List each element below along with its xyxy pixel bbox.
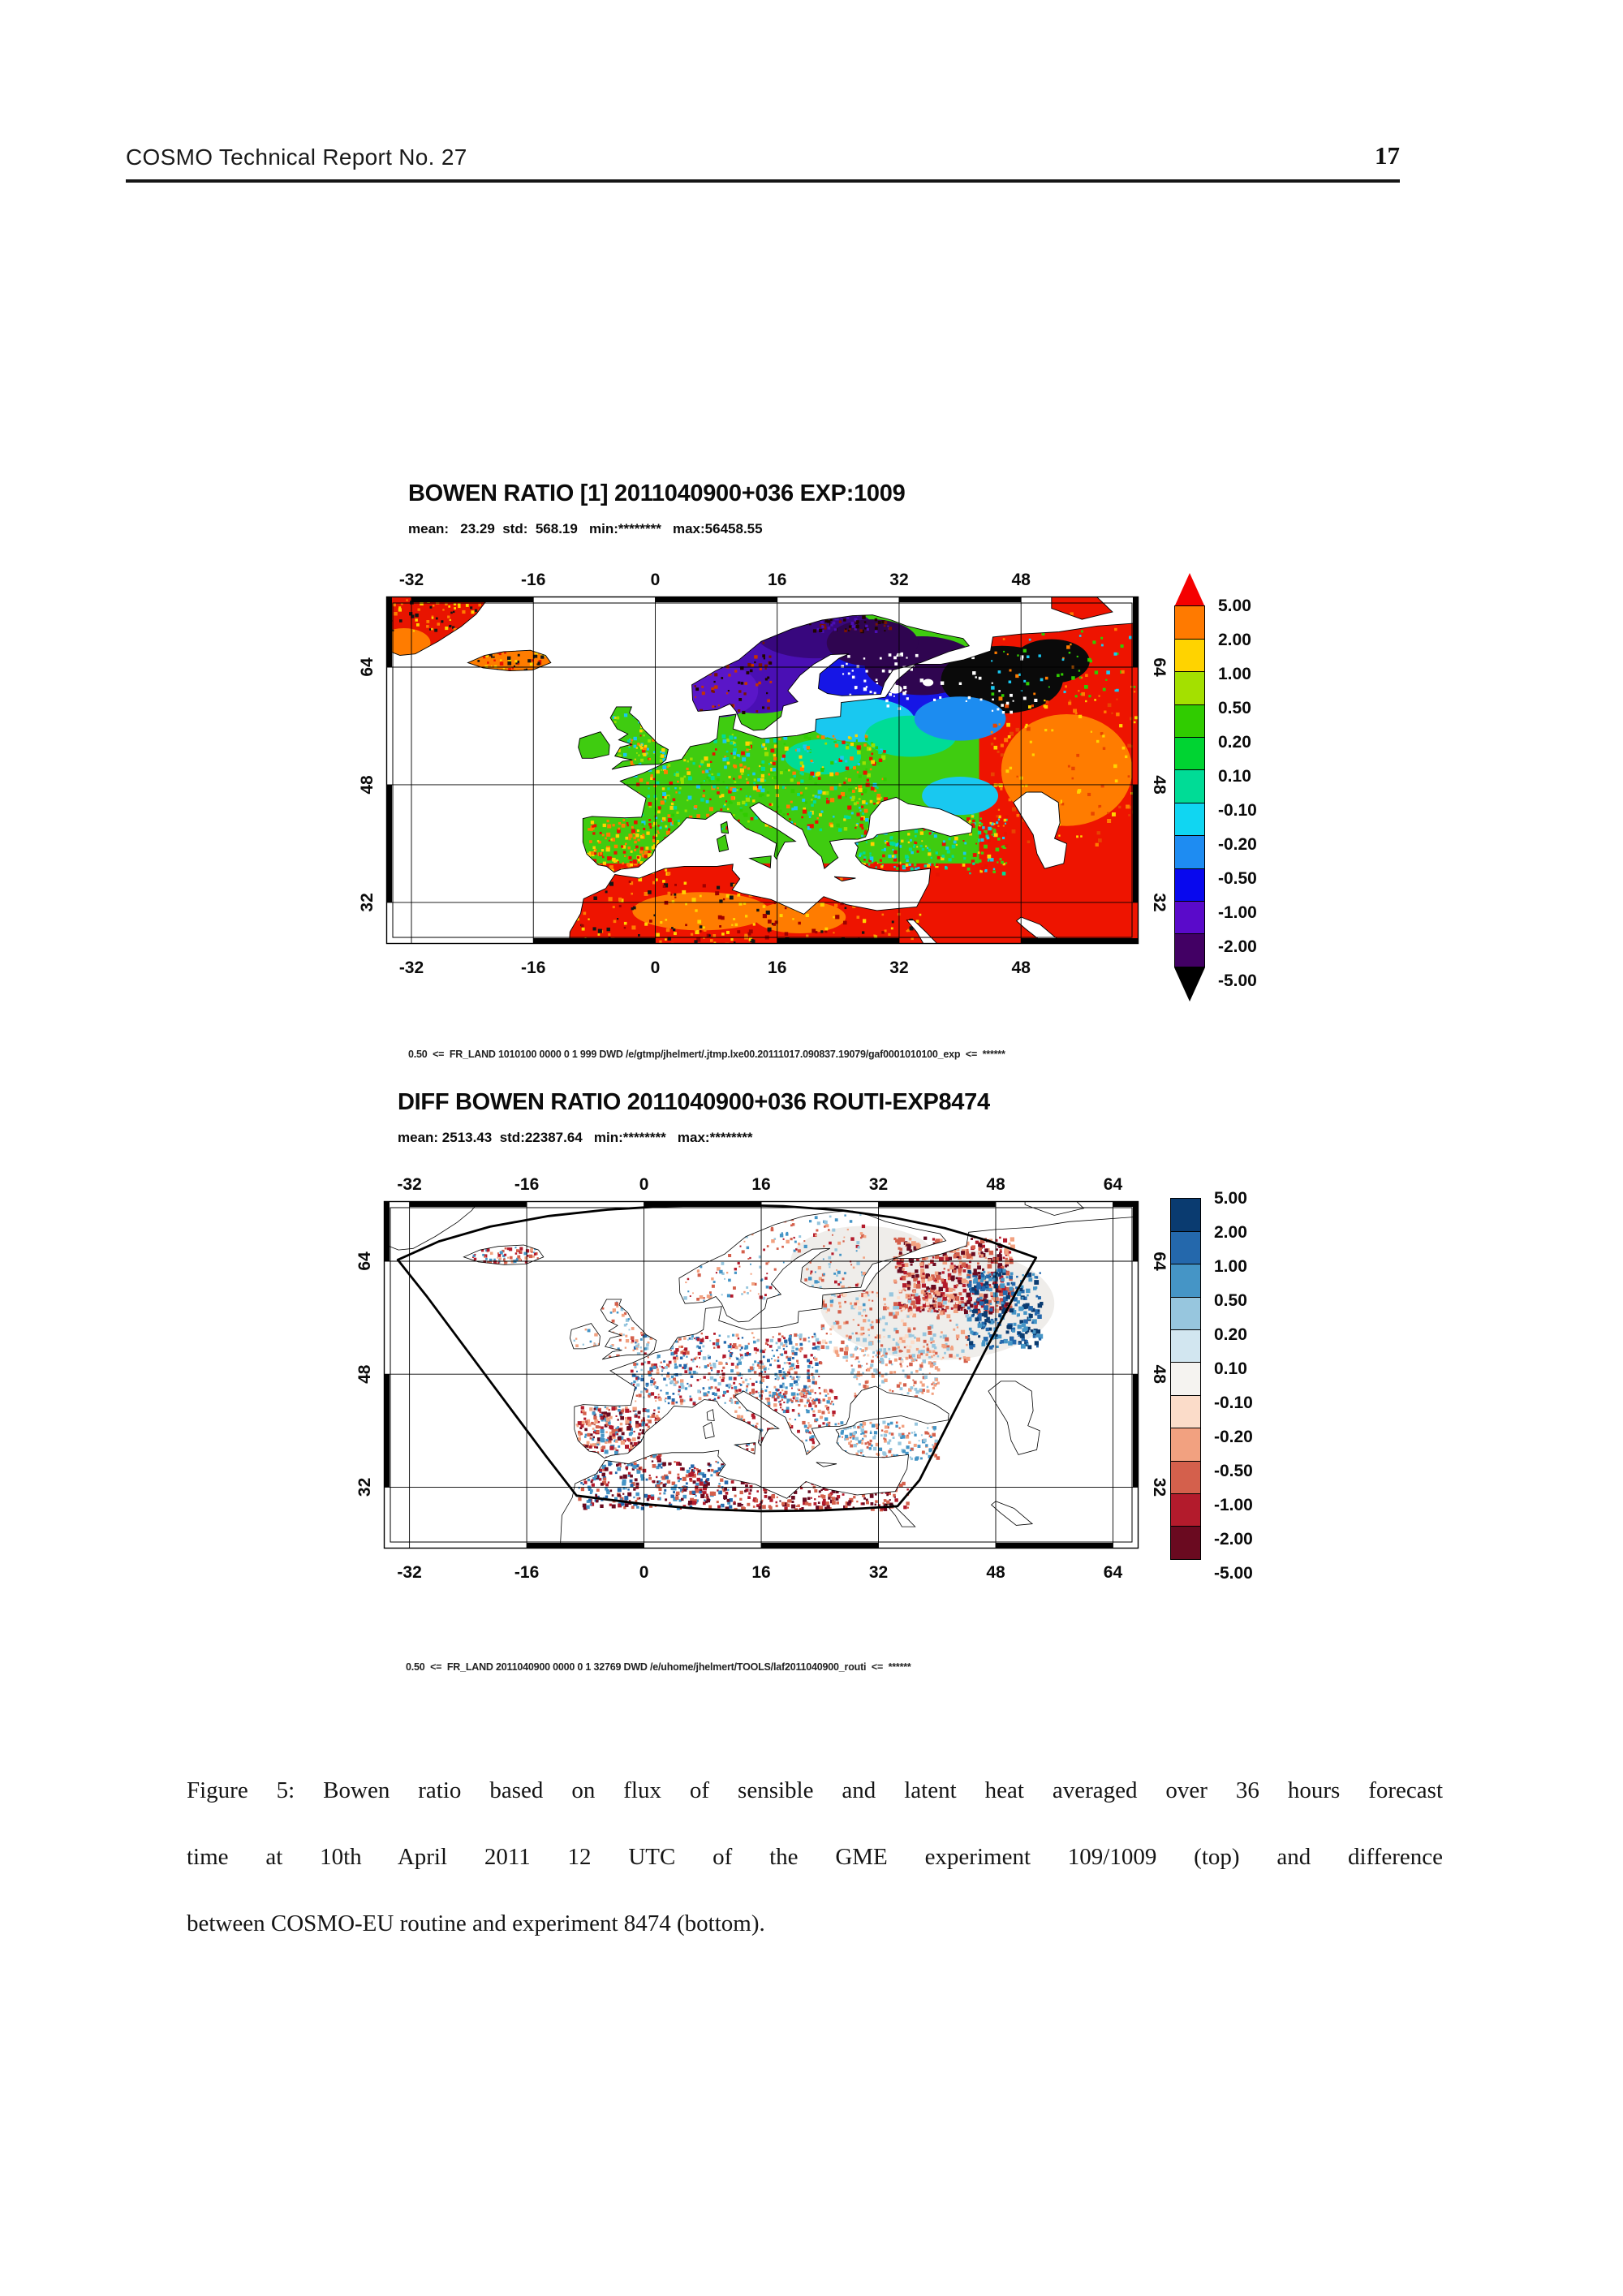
colorbar-label: -2.00 (1218, 937, 1257, 956)
svg-text:0: 0 (651, 958, 661, 977)
colorbar-label: 2.00 (1218, 631, 1251, 649)
colorbar-label: -1.00 (1218, 903, 1257, 922)
map1-stats: mean: 23.29 std: 568.19 min:******** max… (408, 521, 763, 536)
map2-colorbar: 5.00 2.00 1.00 0.50 0.20 0.10 -0.10 -0.20 -0.50 -… (1170, 1189, 1349, 1583)
colorbar-label: -1.00 (1214, 1496, 1253, 1514)
colorbar-block (1174, 638, 1205, 673)
svg-text:16: 16 (768, 571, 786, 589)
svg-text:48: 48 (1150, 775, 1169, 795)
colorbar-label: -5.00 (1218, 971, 1257, 990)
map1-figure: -32 -32 -16 -16 0 0 16 16 32 32 48 48 64 64 48 48 32 32 (354, 560, 1173, 986)
colorbar-label: -0.10 (1214, 1394, 1253, 1412)
svg-text:16: 16 (768, 958, 786, 977)
colorbar-label: -5.00 (1214, 1564, 1253, 1583)
colorbar-block (1170, 1428, 1201, 1462)
colorbar-label: -2.00 (1214, 1530, 1253, 1549)
caption-line-1: Figure 5: Bowen ratio based on flux of s… (187, 1777, 1443, 1803)
colorbar-block (1170, 1329, 1201, 1364)
colorbar-block (1170, 1526, 1201, 1561)
colorbar-block (1170, 1493, 1201, 1528)
map2-footnote: 0.50 <= FR_LAND 2011040900 0000 0 1 3276… (406, 1661, 911, 1673)
map1-footnote: 0.50 <= FR_LAND 1010100 0000 0 1 999 DWD… (408, 1049, 1005, 1060)
colorbar-block (1170, 1296, 1201, 1331)
svg-text:64: 64 (1150, 657, 1169, 677)
svg-text:-16: -16 (521, 958, 545, 977)
colorbar-label: -0.50 (1214, 1462, 1253, 1480)
map2-figure: -32 -32 -16 -16 0 0 16 16 32 32 48 48 64 64 64 64 48 48 32… (351, 1165, 1171, 1591)
caption-line-3: between COSMO-EU routine and experiment … (187, 1910, 765, 1936)
colorbar-block (1174, 737, 1205, 772)
colorbar-label: 0.20 (1214, 1325, 1247, 1344)
colorbar-label: 1.00 (1214, 1257, 1247, 1276)
svg-text:48: 48 (1012, 571, 1031, 589)
svg-text:32: 32 (889, 571, 908, 589)
svg-text:0: 0 (651, 571, 661, 589)
map2-title: DIFF BOWEN RATIO 2011040900+036 ROUTI-EX… (398, 1089, 990, 1115)
map1-colorbar: 5.00 2.00 1.00 0.50 0.20 0.10 -0.10 -0.20 -0.50 -… (1174, 573, 1353, 1002)
svg-text:-32: -32 (399, 571, 424, 589)
svg-text:32: 32 (358, 893, 377, 911)
colorbar-block (1174, 933, 1205, 968)
svg-text:48: 48 (358, 775, 377, 795)
svg-text:-32: -32 (399, 958, 424, 977)
svg-text:32: 32 (889, 958, 908, 977)
svg-text:32: 32 (1150, 893, 1169, 911)
colorbar-label: 1.00 (1218, 665, 1251, 683)
colorbar-label: -0.50 (1218, 869, 1257, 888)
colorbar-label: 2.00 (1214, 1223, 1247, 1242)
page-number: 17 (1375, 141, 1400, 170)
header-title: COSMO Technical Report No. 27 (126, 144, 467, 170)
colorbar-block (1174, 671, 1205, 706)
colorbar-label: -0.20 (1218, 835, 1257, 854)
colorbar-label: 0.50 (1214, 1291, 1247, 1310)
svg-text:64: 64 (358, 657, 377, 677)
svg-text:48: 48 (1012, 958, 1031, 977)
colorbar-block (1174, 769, 1205, 804)
figure-caption: Figure 5: Bowen ratio based on flux of s… (187, 1774, 1443, 1941)
colorbar-block (1170, 1198, 1201, 1233)
colorbar-block (1170, 1362, 1201, 1397)
colorbar-block (1174, 605, 1205, 640)
colorbar-top-arrow (1174, 573, 1205, 607)
colorbar-block (1170, 1460, 1201, 1495)
colorbar-block (1174, 802, 1205, 837)
colorbar-block (1174, 901, 1205, 936)
colorbar-label: 0.20 (1218, 733, 1251, 752)
colorbar-label: 5.00 (1214, 1189, 1247, 1208)
map-bowen-ratio-canvas: -32 -32 -16 -16 0 0 16 16 32 32 48 48 64 64 48 48 32 32 (358, 571, 1169, 977)
map1-title: BOWEN RATIO [1] 2011040900+036 EXP:1009 (408, 480, 906, 506)
colorbar-label: 5.00 (1218, 597, 1251, 615)
colorbar-label: 0.50 (1218, 699, 1251, 717)
colorbar-label: 0.10 (1218, 767, 1251, 786)
colorbar-block (1170, 1394, 1201, 1429)
colorbar-block (1174, 868, 1205, 902)
header-rule (126, 179, 1400, 183)
colorbar-block (1170, 1230, 1201, 1265)
colorbar-label: -0.10 (1218, 801, 1257, 820)
colorbar-bottom-arrow (1174, 967, 1205, 1002)
colorbar-label: -0.20 (1214, 1428, 1253, 1446)
svg-text:-16: -16 (521, 571, 545, 589)
map2-stats: mean: 2513.43 std:22387.64 min:******** … (398, 1130, 753, 1145)
colorbar-block (1170, 1264, 1201, 1299)
colorbar-block (1174, 835, 1205, 870)
colorbar-label: 0.10 (1214, 1359, 1247, 1378)
caption-line-2: time at 10th April 2011 12 UTC of the GM… (187, 1844, 1443, 1870)
colorbar-block (1174, 704, 1205, 739)
